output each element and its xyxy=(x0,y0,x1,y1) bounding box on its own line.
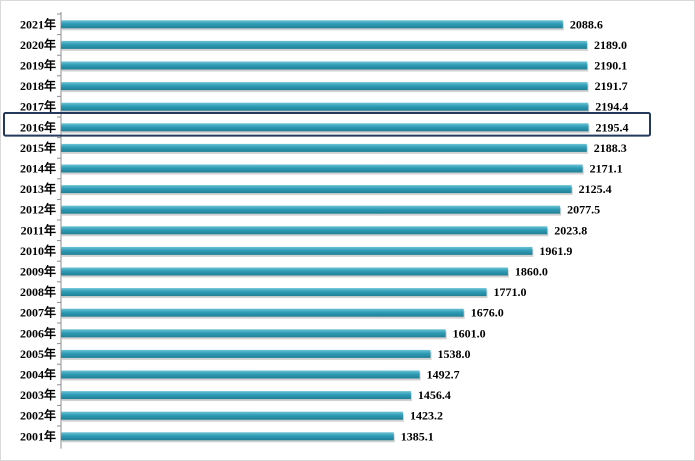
category-label: 2017年 xyxy=(20,99,56,114)
value-label: 2077.5 xyxy=(567,203,600,217)
value-label: 1961.9 xyxy=(539,244,572,258)
category-label: 2001年 xyxy=(20,428,56,443)
category-label: 2006年 xyxy=(20,325,56,340)
category-label: 2013年 xyxy=(20,181,56,196)
bar xyxy=(61,391,411,400)
value-label: 2190.1 xyxy=(594,59,627,73)
value-label: 2194.4 xyxy=(595,100,628,114)
value-label: 1423.2 xyxy=(410,409,443,423)
category-label: 2012年 xyxy=(20,202,56,217)
category-label: 2015年 xyxy=(20,140,56,155)
bar xyxy=(61,40,587,49)
bar xyxy=(61,288,487,297)
value-label: 2191.7 xyxy=(595,79,628,93)
value-label: 2195.4 xyxy=(596,120,629,134)
bar xyxy=(61,61,588,70)
value-label: 2188.3 xyxy=(594,141,627,155)
bar xyxy=(61,20,563,29)
bar xyxy=(61,432,394,441)
bar xyxy=(61,246,533,255)
bar xyxy=(61,329,446,338)
category-label: 2005年 xyxy=(20,346,56,361)
value-label: 1456.4 xyxy=(418,388,451,402)
category-label: 2003年 xyxy=(20,387,56,402)
category-label: 2018年 xyxy=(20,78,56,93)
bar xyxy=(61,123,589,132)
category-label: 2019年 xyxy=(20,58,56,73)
bar xyxy=(61,205,561,214)
bar xyxy=(61,185,572,194)
category-label: 2020年 xyxy=(20,37,56,52)
bar xyxy=(61,143,587,152)
category-label: 2004年 xyxy=(20,367,56,382)
value-label: 1538.0 xyxy=(438,347,471,361)
value-label: 1385.1 xyxy=(401,429,434,443)
category-label: 2014年 xyxy=(20,161,56,176)
bar xyxy=(61,164,583,173)
value-label: 1492.7 xyxy=(427,368,460,382)
value-label: 1771.0 xyxy=(494,285,527,299)
value-label: 1601.0 xyxy=(453,326,486,340)
value-label: 2189.0 xyxy=(594,38,627,52)
category-label: 2009年 xyxy=(20,264,56,279)
category-label: 2007年 xyxy=(20,305,56,320)
bar xyxy=(61,370,420,379)
plot-area: 2021年 2088.6 2020年 2189.0 2019年 2190.1 2018年 21… xyxy=(3,12,651,449)
value-label: 1676.0 xyxy=(471,306,504,320)
category-label: 2008年 xyxy=(20,284,56,299)
category-label: 2002年 xyxy=(20,408,56,423)
bar xyxy=(61,411,403,420)
bar xyxy=(61,308,464,317)
value-label: 2171.1 xyxy=(590,162,623,176)
highlight-box xyxy=(3,112,651,137)
value-label: 2125.4 xyxy=(579,182,612,196)
category-label: 2011年 xyxy=(21,222,56,237)
bar xyxy=(61,102,589,111)
value-label: 2088.6 xyxy=(570,17,603,31)
category-label: 2021年 xyxy=(20,16,56,31)
bar xyxy=(61,349,431,358)
bar xyxy=(61,267,508,276)
category-label: 2010年 xyxy=(20,243,56,258)
bar xyxy=(61,226,548,235)
value-label: 1860.0 xyxy=(515,265,548,279)
category-label: 2016年 xyxy=(20,119,56,134)
bar xyxy=(61,82,588,91)
value-label: 2023.8 xyxy=(554,223,587,237)
